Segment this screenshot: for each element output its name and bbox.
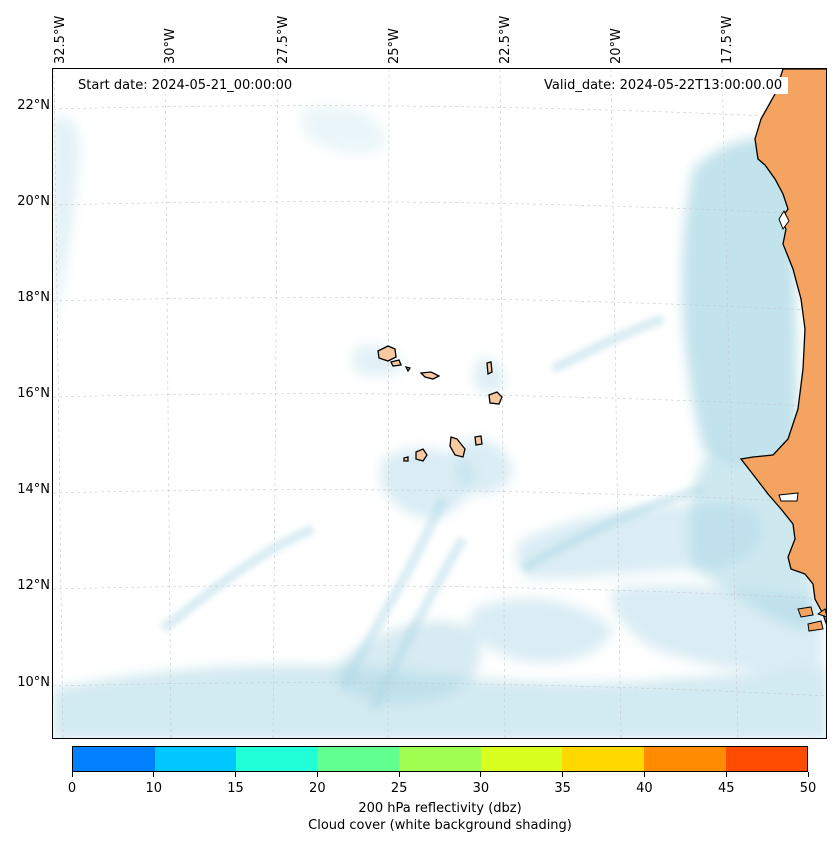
colorbar-segment-10-15: [154, 747, 237, 771]
colorbar-title: 200 hPa reflectivity (dbz): [358, 801, 522, 816]
colorbar-tick-label: 45: [717, 781, 735, 796]
map-frame: [52, 68, 827, 739]
lat-label-22n: 22°N: [17, 98, 50, 113]
colorbar-tick-label: 40: [636, 781, 653, 796]
colorbar-tick-label: 20: [309, 781, 326, 796]
colorbar-segment-30-35: [480, 747, 563, 771]
colorbar-tick-label: 30: [472, 781, 490, 796]
lon-label-25w: 25°W: [387, 28, 402, 64]
colorbar-tick-mark: [643, 772, 645, 777]
lat-label-18n: 18°N: [17, 290, 50, 305]
colorbar-segment-35-40: [562, 747, 644, 771]
colorbar-segment-15-20: [236, 747, 318, 771]
cloud-streaks: [159, 314, 705, 712]
colorbar-tick-mark: [235, 772, 237, 777]
map-canvas: [53, 69, 826, 738]
lat-label-12n: 12°N: [17, 578, 50, 593]
colorbar-tick-label: 0: [67, 781, 77, 796]
colorbar-tick-mark: [316, 772, 318, 777]
colorbar-segment-45-50: [725, 747, 808, 771]
colorbar-segment-20-25: [317, 747, 400, 771]
lon-label-17-5w: 17.5°W: [720, 15, 735, 64]
island-sao-nicolau: [419, 371, 441, 380]
lat-label-10n: 10°N: [17, 675, 50, 690]
start-date-label: Start date: 2024-05-21_00:00:00: [72, 77, 299, 94]
island-boa-vista: [488, 391, 503, 405]
colorbar-tick-mark: [807, 772, 809, 777]
island-santo-antao: [377, 345, 397, 362]
island-sao-vicente: [390, 359, 402, 367]
lat-label-20n: 20°N: [17, 194, 50, 209]
reflectivity-colorbar: [72, 746, 808, 772]
lat-label-16n: 16°N: [17, 386, 50, 401]
lon-label-27-5w: 27.5°W: [276, 15, 291, 64]
lon-label-30w: 30°W: [163, 28, 178, 64]
gridlines: [53, 69, 826, 738]
colorbar-tick-label: 50: [799, 781, 817, 796]
colorbar-segment-0-10: [73, 747, 155, 771]
island-brava: [403, 456, 409, 462]
valid-date-label: Valid_date: 2024-05-22T13:00:00.00: [538, 77, 789, 94]
lon-label-22-5w: 22.5°W: [498, 15, 513, 64]
colorbar-tick-mark: [480, 772, 482, 777]
lat-label-14n: 14°N: [17, 482, 50, 497]
island-fogo: [415, 448, 428, 462]
bissagos-islands: [797, 606, 826, 632]
lon-label-20w: 20°W: [609, 28, 624, 64]
colorbar-tick-label: 15: [227, 781, 244, 796]
colorbar-segment-25-30: [399, 747, 481, 771]
island-maio: [474, 435, 483, 446]
coast-inlet-north: [778, 209, 790, 231]
lon-label-32-5w: 32.5°W: [53, 15, 68, 64]
gambia-inlet: [778, 492, 799, 502]
colorbar-segment-40-45: [643, 747, 726, 771]
cape-verde-islands: [377, 345, 503, 462]
colorbar-tick-mark: [153, 772, 155, 777]
colorbar-tick-mark: [562, 772, 564, 777]
island-santa-luzia: [404, 366, 412, 373]
island-sal: [486, 361, 493, 376]
colorbar-tick-mark: [725, 772, 727, 777]
colorbar-tick-mark: [71, 772, 73, 777]
colorbar-subtitle: Cloud cover (white background shading): [308, 818, 572, 833]
africa-landmass: [739, 69, 826, 626]
colorbar-tick-mark: [398, 772, 400, 777]
colorbar-tick-label: 10: [145, 781, 163, 796]
colorbar-tick-label: 35: [554, 781, 571, 796]
island-santiago: [449, 436, 466, 458]
cloud-cover: [53, 106, 826, 738]
colorbar-tick-label: 25: [390, 781, 408, 796]
